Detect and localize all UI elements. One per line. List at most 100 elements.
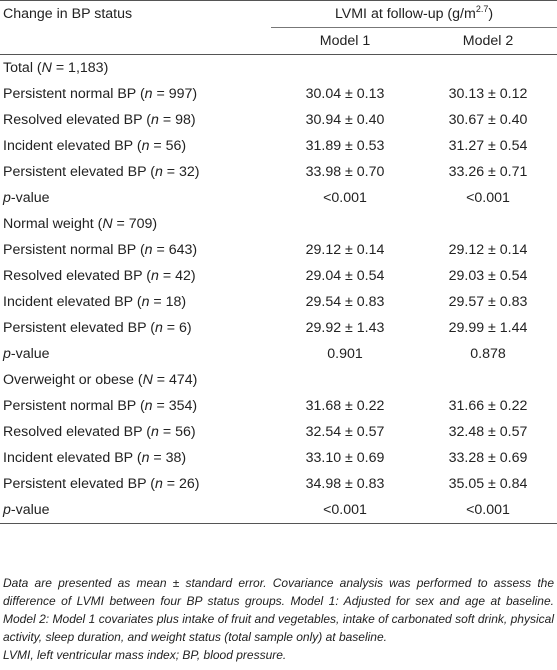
row-label-text: Persistent elevated BP ( — [3, 164, 155, 180]
model-2-value: 33.28 ± 0.69 — [448, 450, 528, 466]
row-label: Persistent elevated BP (n = 6) — [0, 315, 271, 341]
p-value-row: p-value <0.001 <0.001 — [0, 497, 557, 524]
row-label: Resolved elevated BP (n = 56) — [0, 419, 271, 445]
row-label-text: Persistent normal BP ( — [3, 86, 145, 102]
row-label-n: n — [154, 164, 163, 180]
row-label-n: n — [154, 476, 163, 492]
p-value-model-2: 0.878 — [470, 346, 506, 362]
p-value-model-1: <0.001 — [323, 502, 367, 518]
table-row: Incident elevated BP (n = 18) 29.54 ± 0.8… — [0, 289, 557, 315]
header-model-2: Model 2 — [462, 33, 514, 49]
model-1-value: 34.98 ± 0.83 — [305, 476, 385, 492]
model-1-value: 31.68 ± 0.22 — [305, 398, 385, 414]
section-title-count: = 709) — [112, 216, 158, 232]
row-label-text: Persistent elevated BP ( — [3, 320, 155, 336]
table-row: Persistent normal BP (n = 643) 29.12 ± 0.… — [0, 237, 557, 263]
model-1-value: 30.94 ± 0.40 — [305, 112, 385, 128]
row-label-n: n — [141, 450, 150, 466]
p-value-model-2: <0.001 — [466, 502, 510, 518]
p-value-italic: p — [3, 502, 11, 518]
row-label-text: Incident elevated BP ( — [3, 138, 142, 154]
row-label: Persistent normal BP (n = 354) — [0, 393, 271, 419]
p-value-row: p-value <0.001 <0.001 — [0, 185, 557, 211]
section-header-row: Normal weight (N = 709) — [0, 211, 557, 237]
model-1-value: 29.04 ± 0.54 — [305, 268, 385, 284]
header-lvmi-close: ) — [488, 6, 494, 22]
header-bp-status: Change in BP status — [0, 0, 271, 28]
header-empty-cell — [0, 28, 271, 55]
model-2-value: 32.48 ± 0.57 — [448, 424, 528, 440]
table-row: Persistent normal BP (n = 354) 31.68 ± 0.… — [0, 393, 557, 419]
row-label-text: Incident elevated BP ( — [3, 450, 142, 466]
footnote-main: Data are presented as mean ± standard er… — [3, 576, 554, 644]
table-row: Resolved elevated BP (n = 42) 29.04 ± 0.5… — [0, 263, 557, 289]
row-label-text: Resolved elevated BP ( — [3, 268, 152, 284]
row-label: Incident elevated BP (n = 56) — [0, 133, 271, 159]
row-label: Persistent elevated BP (n = 32) — [0, 159, 271, 185]
row-label-text: Persistent normal BP ( — [3, 242, 145, 258]
row-label-n: n — [151, 268, 159, 284]
row-label-count: = 32) — [162, 164, 200, 180]
header-model-1: Model 1 — [319, 33, 371, 49]
row-label: Persistent elevated BP (n = 26) — [0, 471, 271, 497]
model-2-value: 31.66 ± 0.22 — [448, 398, 528, 414]
row-label-count: = 643) — [152, 242, 198, 258]
model-1-value: 31.89 ± 0.53 — [305, 138, 385, 154]
header-lvmi-text: LVMI at follow-up (g/m — [334, 6, 476, 22]
row-label-n: n — [151, 112, 159, 128]
section-title-text: Total ( — [3, 60, 42, 76]
header-lvmi-superscript: 2.7 — [475, 4, 489, 14]
table-row: Persistent elevated BP (n = 26) 34.98 ± 0… — [0, 471, 557, 497]
row-label-count: = 26) — [162, 476, 200, 492]
row-label-text: Persistent elevated BP ( — [3, 476, 155, 492]
p-value-italic: p — [3, 346, 11, 362]
p-value-model-2: <0.001 — [466, 190, 510, 206]
row-label-text: Persistent normal BP ( — [3, 398, 145, 414]
section-title: Total (N = 1,183) — [0, 55, 557, 82]
model-2-value: 30.67 ± 0.40 — [448, 112, 528, 128]
p-value-row: p-value 0.901 0.878 — [0, 341, 557, 367]
model-1-value: 33.98 ± 0.70 — [305, 164, 385, 180]
row-label-n: n — [144, 86, 153, 102]
section-title-n: N — [41, 60, 52, 76]
section-title-text: Normal weight ( — [3, 216, 103, 232]
p-value-suffix: -value — [10, 190, 50, 206]
row-label-n: n — [154, 320, 163, 336]
row-label-count: = 98) — [158, 112, 196, 128]
section-title-count: = 1,183) — [51, 60, 109, 76]
section-title-n: N — [102, 216, 113, 232]
table-row: Resolved elevated BP (n = 98) 30.94 ± 0.4… — [0, 107, 557, 133]
row-label-count: = 42) — [158, 268, 196, 284]
table-footnote: Data are presented as mean ± standard er… — [3, 574, 554, 664]
header-lvmi-group: LVMI at follow-up (g/m2.7) — [271, 0, 557, 28]
row-label-n: n — [151, 424, 159, 440]
model-2-value: 31.27 ± 0.54 — [448, 138, 528, 154]
row-label-text: Resolved elevated BP ( — [3, 424, 152, 440]
model-2-value: 29.12 ± 0.14 — [448, 242, 528, 258]
model-2-value: 29.99 ± 1.44 — [448, 320, 528, 336]
p-value-model-1: 0.901 — [327, 346, 363, 362]
section-title-n: N — [142, 372, 153, 388]
model-2-value: 35.05 ± 0.84 — [448, 476, 528, 492]
section-title-text: Overweight or obese ( — [3, 372, 143, 388]
row-label-count: = 38) — [149, 450, 187, 466]
row-label-count: = 56) — [158, 424, 196, 440]
section-title: Overweight or obese (N = 474) — [0, 367, 557, 393]
p-value-model-1: <0.001 — [323, 190, 367, 206]
header-row-1: Change in BP status LVMI at follow-up (g… — [0, 0, 557, 28]
p-value-label: p-value — [0, 341, 271, 367]
model-1-value: 29.92 ± 1.43 — [305, 320, 385, 336]
row-label-n: n — [144, 398, 153, 414]
section-header-row: Overweight or obese (N = 474) — [0, 367, 557, 393]
row-label-text: Resolved elevated BP ( — [3, 112, 152, 128]
p-value-italic: p — [3, 190, 11, 206]
row-label: Incident elevated BP (n = 18) — [0, 289, 271, 315]
model-2-value: 33.26 ± 0.71 — [448, 164, 528, 180]
section-header-row: Total (N = 1,183) — [0, 55, 557, 82]
model-2-value: 29.57 ± 0.83 — [448, 294, 528, 310]
bp-lvmi-table: Change in BP status LVMI at follow-up (g… — [0, 0, 557, 524]
footnote-abbreviations: LVMI, left ventricular mass index; BP, b… — [3, 648, 287, 662]
row-label: Resolved elevated BP (n = 98) — [0, 107, 271, 133]
row-label: Persistent normal BP (n = 997) — [0, 81, 271, 107]
model-2-value: 29.03 ± 0.54 — [448, 268, 528, 284]
